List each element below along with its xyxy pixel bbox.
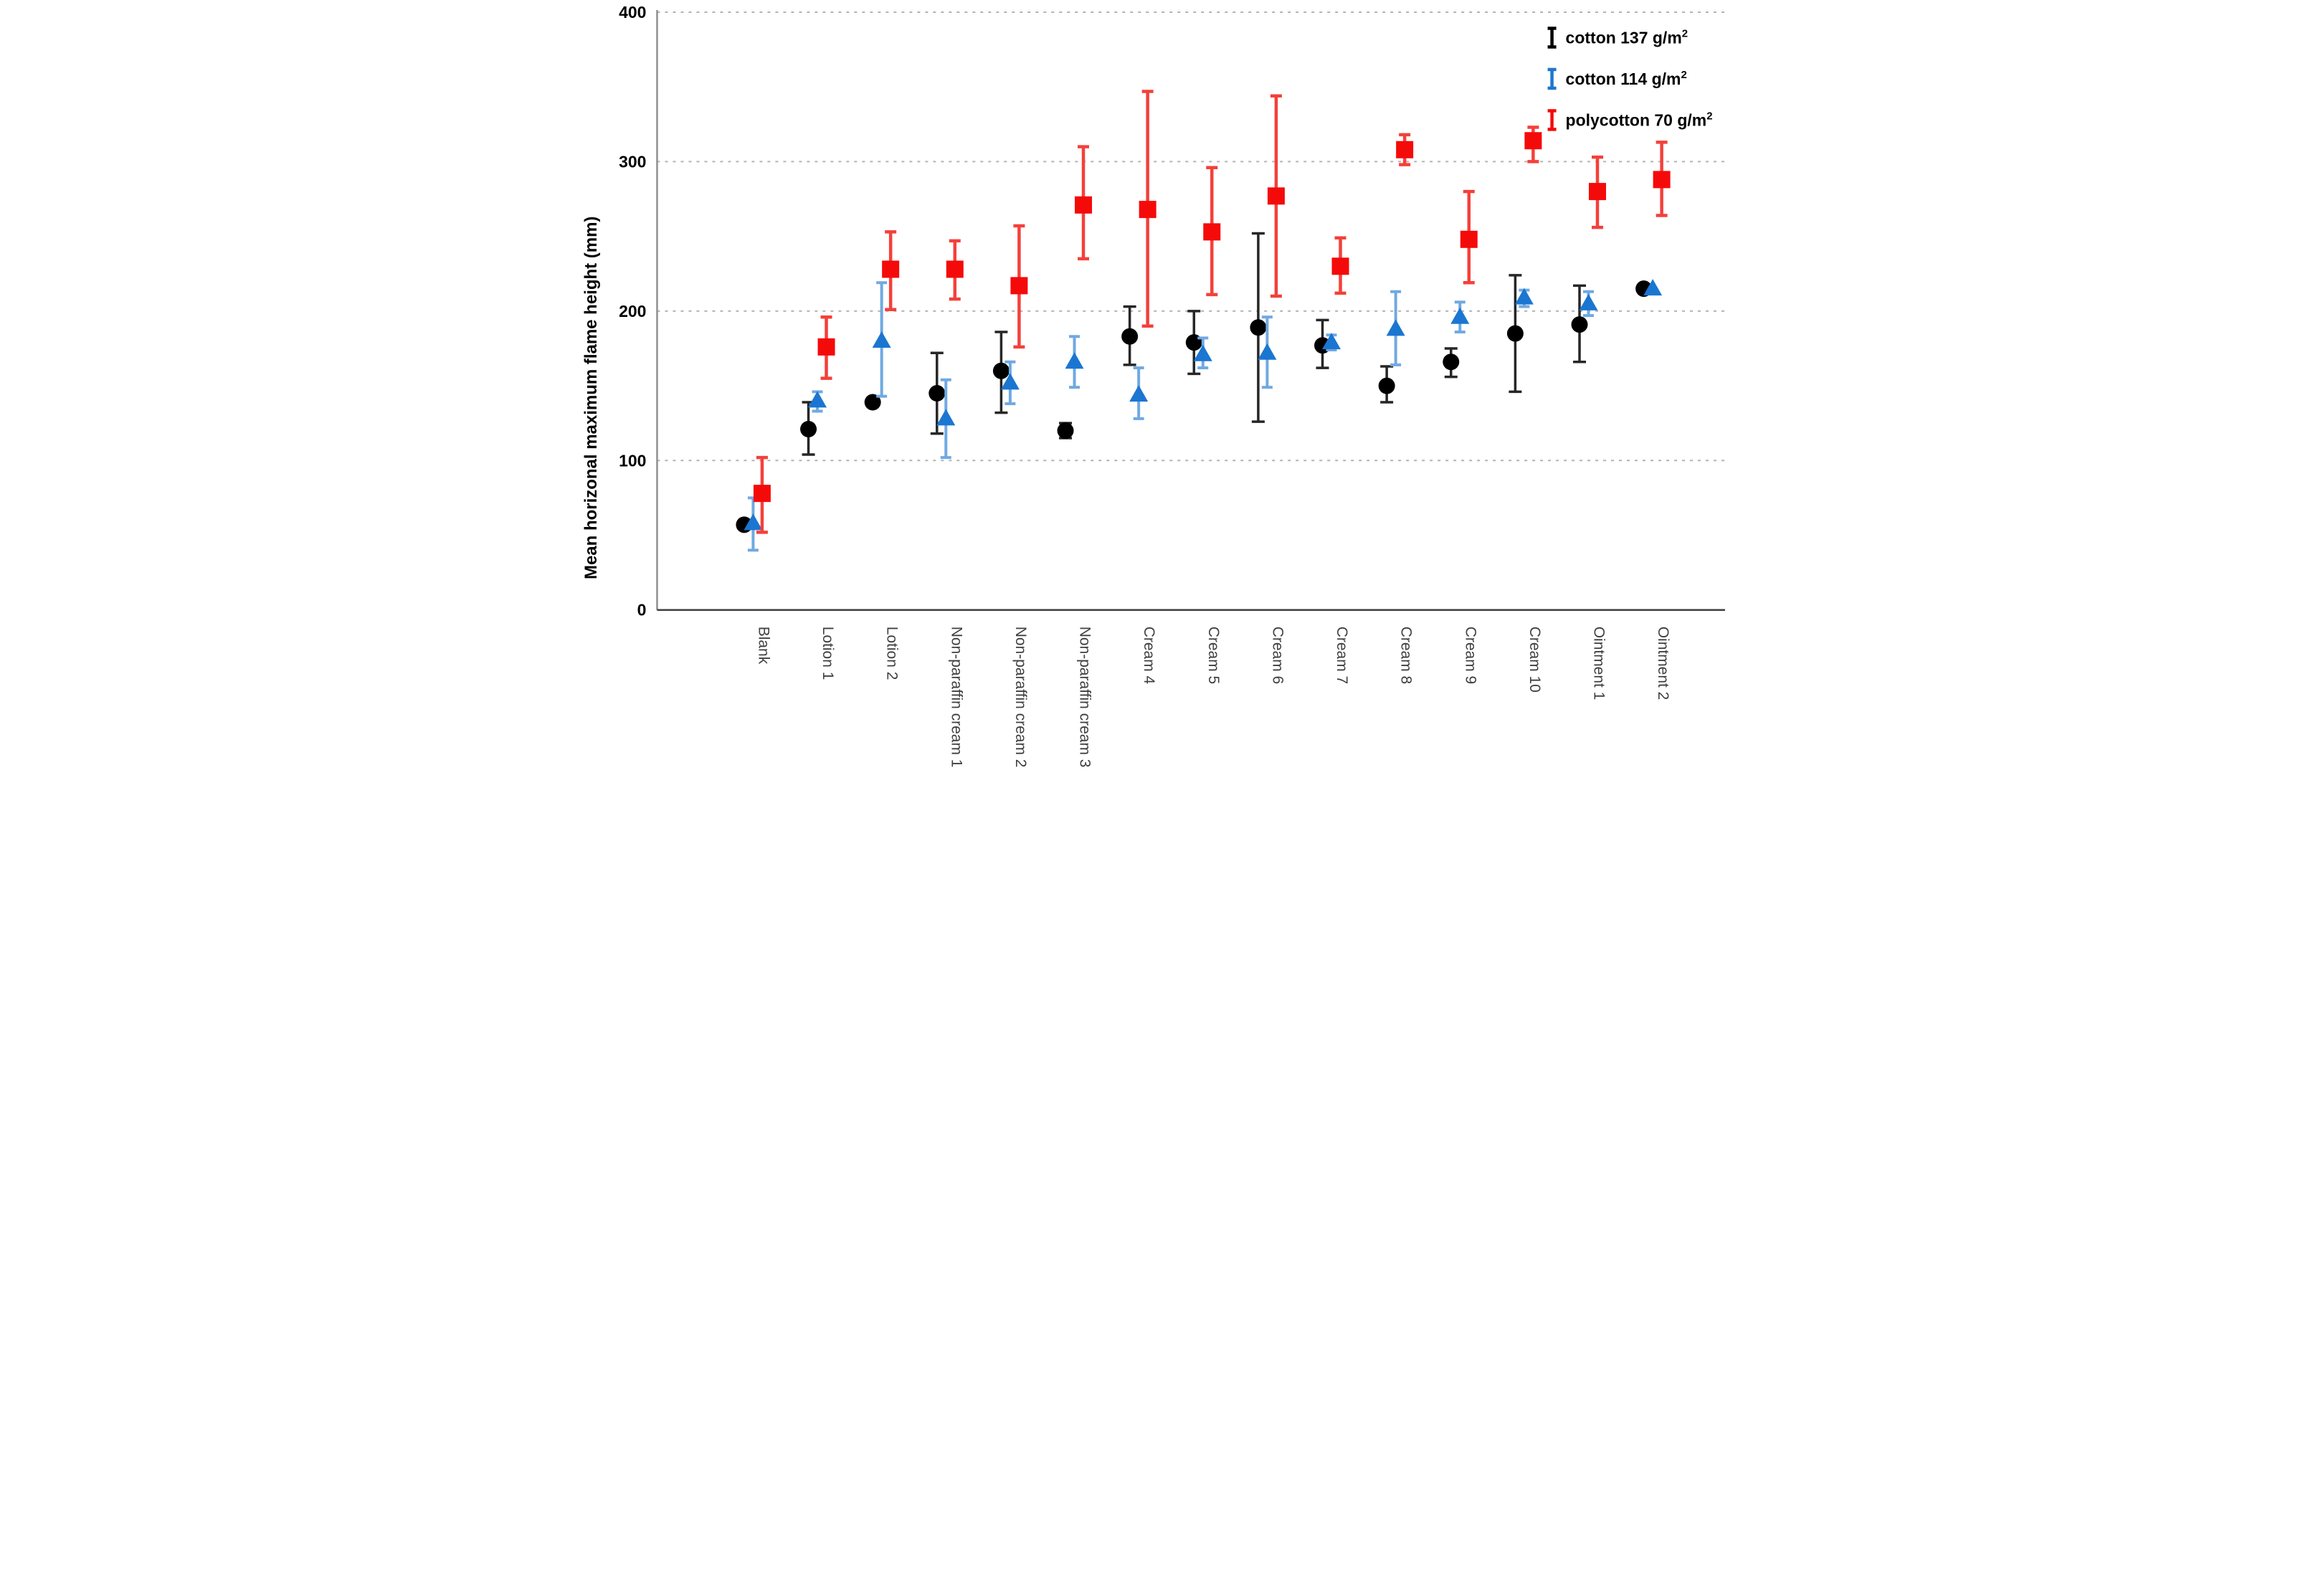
marker-cotton-114-g-m-ointment-1 [1579,293,1598,310]
category-label-cream-4: Cream 4 [1141,627,1157,685]
marker-polycotton-70-g-m-cream-7 [1331,257,1349,275]
marker-cotton-114-g-m-blank [743,513,762,531]
series-cotton-114-g-m [743,279,1662,552]
category-label-cream-6: Cream 6 [1269,627,1286,684]
y-tick-label-300: 300 [619,152,646,171]
y-tick-labels-group: 0 100 200 300 400 [619,3,646,619]
category-label-cream-10: Cream 10 [1526,627,1542,693]
legend-errorbar-symbol-polycotton-70-g-m [1547,109,1557,131]
series-cotton-137-g-m [735,232,1652,533]
figure-container: Mean horizonal maximum flame height (mm)… [579,0,1739,798]
marker-cotton-114-g-m-cream-8 [1386,319,1405,336]
marker-cotton-137-g-m-non-paraffin-cream-2 [992,362,1010,379]
marker-polycotton-70-g-m-cream-9 [1460,230,1478,248]
marker-cotton-137-g-m-ointment-1 [1571,316,1588,333]
category-label-non-paraffin-cream-3: Non-paraffin cream 3 [1076,627,1093,768]
category-labels-group: Blank Lotion 1 Lotion 2 Non-paraffin cream … [755,627,1671,768]
marker-polycotton-70-g-m-cream-10 [1524,132,1542,150]
y-axis-title: Mean horizonal maximum flame height (mm) [581,217,601,579]
marker-cotton-114-g-m-lotion-1 [807,391,827,408]
marker-polycotton-70-g-m-non-paraffin-cream-2 [1010,277,1027,295]
legend-errorbar-symbol-cotton-114-g-m [1547,67,1557,90]
marker-cotton-114-g-m-cream-7 [1321,333,1341,350]
marker-cotton-114-g-m-non-paraffin-cream-1 [936,409,955,426]
marker-polycotton-70-g-m-cream-4 [1139,201,1156,219]
legend-item-cotton-114-g-m: cotton 114 g/m2 [1547,67,1686,90]
category-label-lotion-2: Lotion 2 [883,627,900,680]
marker-polycotton-70-g-m-lotion-2 [881,260,899,278]
legend: cotton 137 g/m2 cotton 114 g/m2 polycotton… [1547,27,1712,131]
marker-cotton-114-g-m-non-paraffin-cream-2 [1000,373,1020,390]
legend-label-cotton-137-g-m: cotton 137 g/m2 [1565,27,1688,47]
marker-polycotton-70-g-m-lotion-1 [817,338,835,356]
y-tick-label-400: 400 [619,3,646,22]
marker-cotton-114-g-m-lotion-2 [872,331,891,348]
marker-cotton-114-g-m-cream-5 [1193,344,1212,361]
y-tick-label-100: 100 [619,451,646,470]
marker-polycotton-70-g-m-cream-8 [1395,141,1413,158]
marker-cotton-114-g-m-cream-4 [1129,385,1148,402]
y-tick-label-200: 200 [619,302,646,320]
marker-cotton-137-g-m-non-paraffin-cream-1 [928,385,945,402]
marker-polycotton-70-g-m-ointment-1 [1588,183,1606,201]
category-label-lotion-1: Lotion 1 [820,627,836,680]
marker-polycotton-70-g-m-ointment-2 [1653,171,1671,189]
marker-cotton-137-g-m-cream-8 [1378,377,1395,394]
legend-item-cotton-137-g-m: cotton 137 g/m2 [1547,27,1688,49]
category-label-cream-8: Cream 8 [1397,627,1414,684]
marker-cotton-114-g-m-non-paraffin-cream-3 [1065,352,1084,369]
marker-polycotton-70-g-m-cream-5 [1202,223,1220,241]
marker-cotton-137-g-m-cream-10 [1506,325,1524,342]
marker-cotton-114-g-m-ointment-2 [1643,279,1662,296]
category-label-cream-9: Cream 9 [1462,627,1478,684]
marker-polycotton-70-g-m-non-paraffin-cream-3 [1074,196,1092,214]
marker-cotton-137-g-m-cream-4 [1121,328,1138,345]
legend-label-cotton-114-g-m: cotton 114 g/m2 [1565,69,1686,88]
legend-item-polycotton-70-g-m: polycotton 70 g/m2 [1547,109,1712,131]
category-label-blank: Blank [755,627,771,665]
marker-polycotton-70-g-m-cream-6 [1267,187,1285,205]
category-label-ointment-1: Ointment 1 [1590,627,1607,700]
y-tick-label-0: 0 [637,601,646,619]
category-label-ointment-2: Ointment 2 [1655,627,1671,700]
marker-cotton-137-g-m-cream-9 [1442,353,1459,371]
category-label-cream-5: Cream 5 [1205,627,1221,684]
marker-cotton-114-g-m-cream-9 [1450,307,1469,324]
marker-cotton-137-g-m-non-paraffin-cream-3 [1057,422,1074,440]
marker-cotton-137-g-m-cream-6 [1249,319,1266,336]
data-series-group [735,90,1671,552]
legend-label-polycotton-70-g-m: polycotton 70 g/m2 [1565,110,1712,129]
marker-cotton-137-g-m-lotion-1 [799,421,817,438]
flame-height-error-bar-chart: Mean horizonal maximum flame height (mm)… [579,0,1739,798]
marker-polycotton-70-g-m-non-paraffin-cream-1 [946,260,964,278]
marker-polycotton-70-g-m-blank [753,485,771,503]
marker-cotton-137-g-m-lotion-2 [864,394,881,411]
legend-errorbar-symbol-cotton-137-g-m [1547,27,1557,49]
category-label-cream-7: Cream 7 [1334,627,1350,684]
series-polycotton-70-g-m [753,90,1671,534]
marker-cotton-114-g-m-cream-6 [1257,343,1276,360]
category-label-non-paraffin-cream-2: Non-paraffin cream 2 [1012,627,1028,768]
marker-cotton-114-g-m-cream-10 [1514,288,1534,305]
category-label-non-paraffin-cream-1: Non-paraffin cream 1 [948,627,964,768]
